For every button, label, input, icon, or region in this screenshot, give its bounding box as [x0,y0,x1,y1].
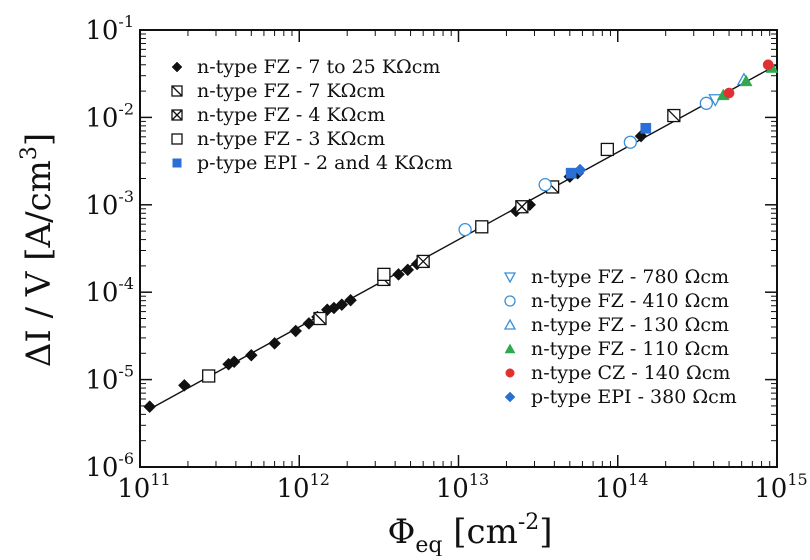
legend-marker [504,295,516,307]
data-point [623,135,638,149]
data-point [739,74,753,87]
data-point [244,348,258,362]
data-point [640,122,652,134]
data-point [335,298,349,312]
data-point [377,267,391,282]
legend-label: n-type FZ - 110 Ωcm [531,338,729,360]
data-point [178,378,191,392]
y-tick-labels: 10-6 10-5 10-4 10-3 10-2 10-1 [85,12,134,483]
x-tick-label: 1013 [436,470,489,504]
data-point [313,311,327,326]
y-axis-label: ΔI / V [A/cm3] [17,133,59,367]
legend-marker [172,158,182,168]
legend-label: n-type FZ - 7 to 25 KΩcm [197,56,440,78]
y-tick-label: 10-6 [85,449,134,483]
data-point [401,263,415,277]
legend-entry: n-type FZ - 4 KΩcm [171,104,385,126]
x-tick-label: 1014 [595,470,648,504]
data-point [289,324,303,338]
data-point [708,94,723,107]
legend-entry: n-type FZ - 410 Ωcm [504,290,729,312]
data-point [344,293,357,307]
y-tick-label: 10-1 [85,12,134,46]
data-point [515,200,529,214]
legend-marker [171,133,183,145]
legend-label: n-type FZ - 7 KΩcm [197,80,385,102]
y-tick-label: 10-3 [85,187,134,221]
y-tick-label: 10-5 [85,362,134,396]
legend-entry: p-type EPI - 2 and 4 KΩcm [172,152,453,174]
data-point [600,142,614,157]
legend-marker [171,61,183,73]
legend-marker [505,368,515,378]
data-point [202,369,216,383]
legend-label: p-type EPI - 380 Ωcm [531,386,737,408]
legend-label: n-type FZ - 3 KΩcm [197,128,385,150]
data-point [227,355,241,369]
legend-marker [504,391,516,403]
data-point [762,59,774,71]
legend-marker [171,85,183,97]
legend-label: n-type FZ - 410 Ωcm [531,290,729,312]
legend-label: n-type CZ - 140 Ωcm [531,362,730,384]
x-tick-label: 1012 [277,470,330,504]
y-tick-label: 10-2 [85,99,134,133]
data-point [538,178,552,192]
legend-entry: n-type FZ - 110 Ωcm [504,338,729,360]
data-point [458,222,472,237]
x-axis-label: Φeq [cm-2] [387,510,552,556]
legend-label: p-type EPI - 2 and 4 KΩcm [197,152,453,174]
legend-entry: n-type FZ - 3 KΩcm [171,128,385,150]
data-point [573,163,587,177]
data-point [392,268,405,281]
data-point [699,96,713,110]
axis-ticks [139,29,778,468]
legend-entry: p-type EPI - 380 Ωcm [504,386,737,408]
x-tick-labels: 1011 1012 1013 1014 1015 [117,470,807,504]
data-point [667,108,681,123]
data-point [565,167,577,179]
legend-entry: n-type CZ - 140 Ωcm [505,362,730,384]
legend-marker [503,272,517,284]
legend-marker [504,343,516,354]
legend-entry: n-type FZ - 7 KΩcm [171,80,385,102]
x-tick-label: 1011 [117,470,170,504]
legend-label: n-type FZ - 130 Ωcm [531,314,729,336]
y-tick-label: 10-4 [85,274,134,308]
data-point [475,220,489,234]
legend-marker [503,318,517,330]
legend-label: n-type FZ - 780 Ωcm [531,266,729,288]
legend-entry: n-type FZ - 7 to 25 KΩcm [171,56,440,78]
legend-entry: n-type FZ - 780 Ωcm [503,266,729,288]
data-point [416,254,430,269]
data-point [302,317,316,330]
data-point [723,87,735,99]
x-tick-label: 1015 [754,470,807,504]
data-point [268,336,281,350]
legend-marker [171,109,183,121]
legend-entry: n-type FZ - 130 Ωcm [503,314,729,336]
data-point [143,400,157,414]
legend-label: n-type FZ - 4 KΩcm [197,104,385,126]
data-points [143,59,779,414]
